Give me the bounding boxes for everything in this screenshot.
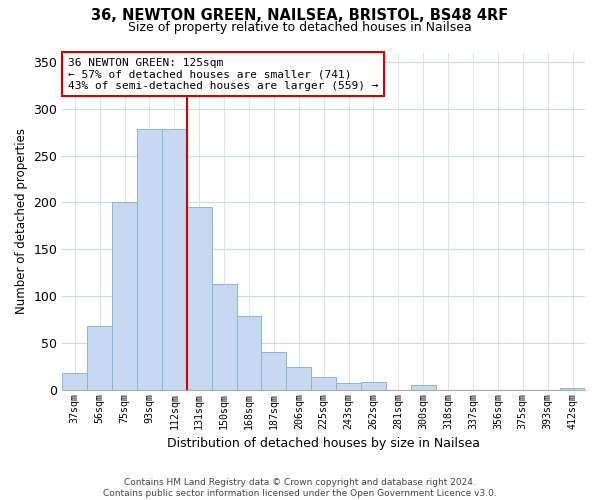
Bar bbox=[87, 326, 112, 390]
Text: Size of property relative to detached houses in Nailsea: Size of property relative to detached ho… bbox=[128, 21, 472, 34]
Bar bbox=[411, 385, 436, 390]
Bar bbox=[262, 352, 286, 390]
Bar bbox=[137, 130, 162, 390]
Bar bbox=[162, 130, 187, 390]
Bar bbox=[212, 284, 236, 390]
Y-axis label: Number of detached properties: Number of detached properties bbox=[15, 128, 28, 314]
Bar bbox=[187, 207, 212, 390]
Text: Contains HM Land Registry data © Crown copyright and database right 2024.
Contai: Contains HM Land Registry data © Crown c… bbox=[103, 478, 497, 498]
Bar bbox=[286, 368, 311, 390]
Bar bbox=[336, 384, 361, 390]
Bar bbox=[560, 388, 585, 390]
X-axis label: Distribution of detached houses by size in Nailsea: Distribution of detached houses by size … bbox=[167, 437, 480, 450]
Bar bbox=[236, 316, 262, 390]
Text: 36, NEWTON GREEN, NAILSEA, BRISTOL, BS48 4RF: 36, NEWTON GREEN, NAILSEA, BRISTOL, BS48… bbox=[91, 8, 509, 22]
Bar bbox=[62, 373, 87, 390]
Bar bbox=[361, 382, 386, 390]
Bar bbox=[311, 377, 336, 390]
Bar bbox=[112, 202, 137, 390]
Text: 36 NEWTON GREEN: 125sqm
← 57% of detached houses are smaller (741)
43% of semi-d: 36 NEWTON GREEN: 125sqm ← 57% of detache… bbox=[68, 58, 378, 91]
